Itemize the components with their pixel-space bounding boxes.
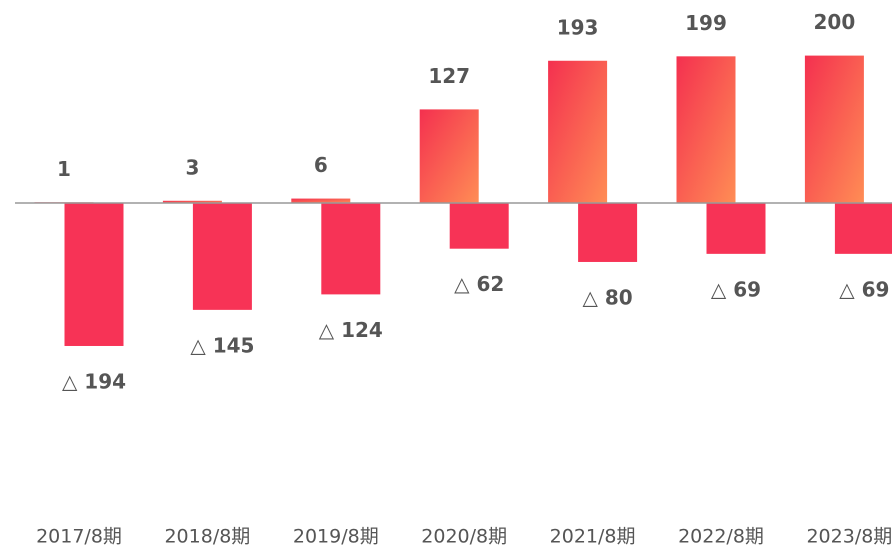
bar <box>834 203 892 254</box>
bar <box>804 55 864 203</box>
x-tick-label: 2020/8期 <box>421 526 507 548</box>
bar <box>64 203 124 346</box>
data-label: 199 <box>685 11 727 35</box>
x-tick-label: 2018/8期 <box>164 526 250 548</box>
x-tick-label: 2017/8期 <box>36 526 122 548</box>
data-label: △ 124 <box>319 318 383 342</box>
bar <box>548 60 608 203</box>
data-label: 1 <box>57 157 71 181</box>
data-label: 3 <box>185 155 199 179</box>
data-label: 200 <box>814 10 856 34</box>
data-label: △ 69 <box>839 277 889 301</box>
x-tick-label: 2023/8期 <box>806 526 892 548</box>
x-tick-label: 2021/8期 <box>550 526 636 548</box>
data-label: 6 <box>314 153 328 177</box>
data-label: 127 <box>428 64 470 88</box>
x-tick-label: 2022/8期 <box>678 526 764 548</box>
x-tick-label: 2019/8期 <box>293 526 379 548</box>
data-label: △ 194 <box>62 369 126 393</box>
bar <box>706 203 766 254</box>
data-label: △ 80 <box>583 285 633 309</box>
bar <box>162 200 222 203</box>
bar <box>192 203 252 310</box>
data-label: △ 62 <box>454 272 504 296</box>
data-label: △ 69 <box>711 277 761 301</box>
bar <box>676 56 736 203</box>
bar <box>419 109 479 203</box>
data-label: 193 <box>557 15 599 39</box>
bar <box>578 203 638 262</box>
bar <box>449 203 509 249</box>
data-label: △ 145 <box>190 333 254 357</box>
bar <box>291 198 351 203</box>
bar <box>321 203 381 295</box>
